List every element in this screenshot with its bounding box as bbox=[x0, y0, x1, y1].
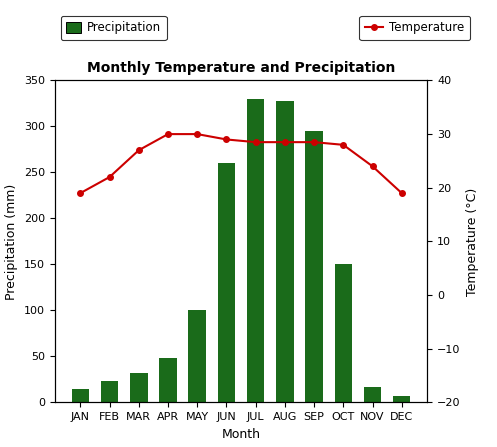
Bar bbox=[247, 99, 264, 402]
X-axis label: Month: Month bbox=[222, 428, 260, 441]
Bar bbox=[305, 131, 323, 402]
Bar bbox=[159, 358, 177, 402]
Bar bbox=[393, 396, 411, 402]
Legend: Temperature: Temperature bbox=[359, 16, 470, 40]
Bar bbox=[364, 387, 381, 402]
Bar bbox=[101, 381, 118, 402]
Y-axis label: Precipitation (mm): Precipitation (mm) bbox=[5, 183, 18, 299]
Bar bbox=[334, 264, 352, 402]
Bar bbox=[276, 101, 294, 402]
Bar bbox=[130, 373, 148, 402]
Y-axis label: Temperature (°C): Temperature (°C) bbox=[466, 187, 479, 295]
Title: Monthly Temperature and Precipitation: Monthly Temperature and Precipitation bbox=[87, 61, 395, 75]
Bar bbox=[72, 388, 89, 402]
Bar bbox=[188, 310, 206, 402]
Bar bbox=[218, 163, 235, 402]
